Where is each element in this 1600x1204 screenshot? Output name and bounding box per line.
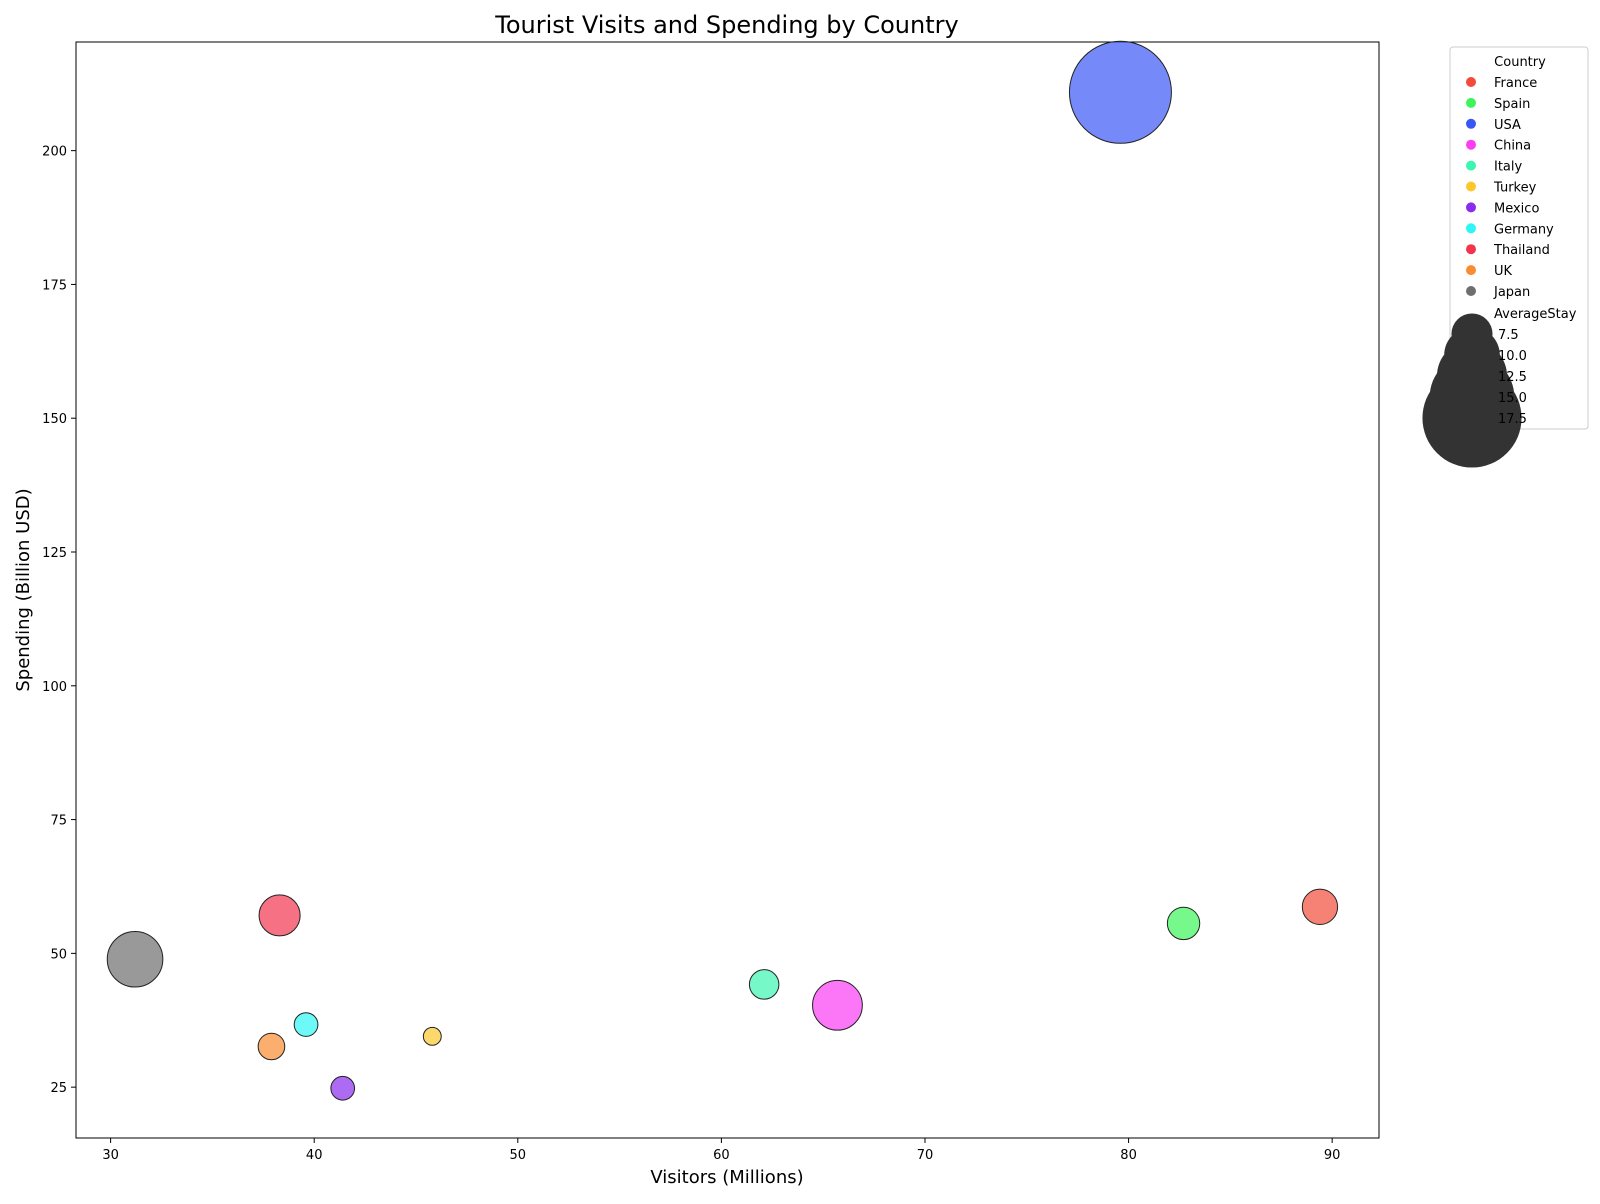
legend-marker-uk bbox=[1466, 265, 1476, 276]
point-turkey bbox=[422, 1026, 442, 1046]
y-axis-label: Spending (Billion USD) bbox=[13, 488, 34, 691]
legend-marker-italy bbox=[1466, 160, 1476, 171]
legend-marker-france bbox=[1466, 77, 1476, 87]
legend-marker-usa bbox=[1466, 118, 1476, 129]
x-tick-label: 50 bbox=[510, 1148, 527, 1163]
legend-label-uk: UK bbox=[1494, 264, 1513, 279]
legend-label-france: France bbox=[1494, 76, 1537, 91]
legend-marker-spain bbox=[1466, 97, 1476, 108]
y-tick-label: 200 bbox=[42, 145, 67, 160]
plot-area: 30 40 50 60 70 80 90 25 50 75 100 125 150 175 200 bbox=[42, 40, 1380, 1163]
x-tick-label: 80 bbox=[1120, 1148, 1137, 1163]
x-tick-label: 30 bbox=[102, 1148, 119, 1163]
legend-size-label: 7.5 bbox=[1498, 328, 1519, 343]
legend-marker-japan bbox=[1466, 286, 1476, 296]
legend-size-label: 10.0 bbox=[1498, 349, 1527, 364]
legend-marker-china bbox=[1466, 139, 1476, 150]
legend-label-germany: Germany bbox=[1494, 222, 1554, 237]
legend-marker-germany bbox=[1466, 223, 1476, 234]
legend-label-japan: Japan bbox=[1493, 285, 1530, 300]
point-japan bbox=[106, 930, 164, 988]
y-tick-label: 125 bbox=[42, 546, 67, 561]
legend-size-marker bbox=[1422, 368, 1522, 468]
x-tick-label: 70 bbox=[917, 1148, 934, 1163]
legend-marker-turkey bbox=[1466, 181, 1476, 192]
legend-label-usa: USA bbox=[1494, 118, 1521, 133]
y-tick-label: 50 bbox=[50, 947, 67, 962]
legend-size-label: 12.5 bbox=[1498, 370, 1527, 385]
legend-label-turkey: Turkey bbox=[1493, 181, 1537, 196]
x-tick-label: 90 bbox=[1324, 1148, 1341, 1163]
x-tick-label: 60 bbox=[713, 1148, 730, 1163]
legend-label-mexico: Mexico bbox=[1494, 201, 1539, 216]
legend-label-spain: Spain bbox=[1494, 97, 1530, 112]
y-tick-label: 75 bbox=[50, 814, 67, 829]
legend-label-china: China bbox=[1494, 139, 1531, 154]
legend: Country AverageStay France Spain USA China I… bbox=[1422, 46, 1589, 468]
point-usa bbox=[1068, 40, 1172, 144]
point-germany bbox=[293, 1012, 319, 1037]
x-tick-label: 40 bbox=[306, 1148, 323, 1163]
legend-title-averagestay: AverageStay bbox=[1494, 307, 1577, 322]
x-axis-label: Visitors (Millions) bbox=[650, 1167, 803, 1188]
legend-marker-mexico bbox=[1466, 202, 1476, 213]
point-italy bbox=[748, 969, 780, 1000]
point-uk bbox=[257, 1032, 286, 1061]
y-tick-label: 175 bbox=[42, 278, 67, 293]
legend-marker-thailand bbox=[1466, 244, 1476, 255]
point-spain bbox=[1166, 906, 1201, 941]
legend-title-country: Country bbox=[1494, 55, 1546, 70]
chart-title: Tourist Visits and Spending by Country bbox=[494, 11, 958, 39]
y-tick-label: 25 bbox=[50, 1081, 67, 1096]
legend-size-label: 15.0 bbox=[1498, 391, 1527, 406]
legend-label-italy: Italy bbox=[1494, 160, 1523, 175]
plot-frame bbox=[75, 41, 1380, 1139]
point-thailand bbox=[258, 894, 301, 937]
y-tick-label: 100 bbox=[42, 680, 67, 695]
legend-label-thailand: Thailand bbox=[1493, 243, 1550, 258]
y-tick-label: 150 bbox=[42, 412, 67, 427]
point-mexico bbox=[330, 1075, 356, 1101]
point-china bbox=[812, 979, 863, 1031]
point-france bbox=[1301, 888, 1339, 925]
legend-size-label: 17.5 bbox=[1498, 412, 1527, 427]
